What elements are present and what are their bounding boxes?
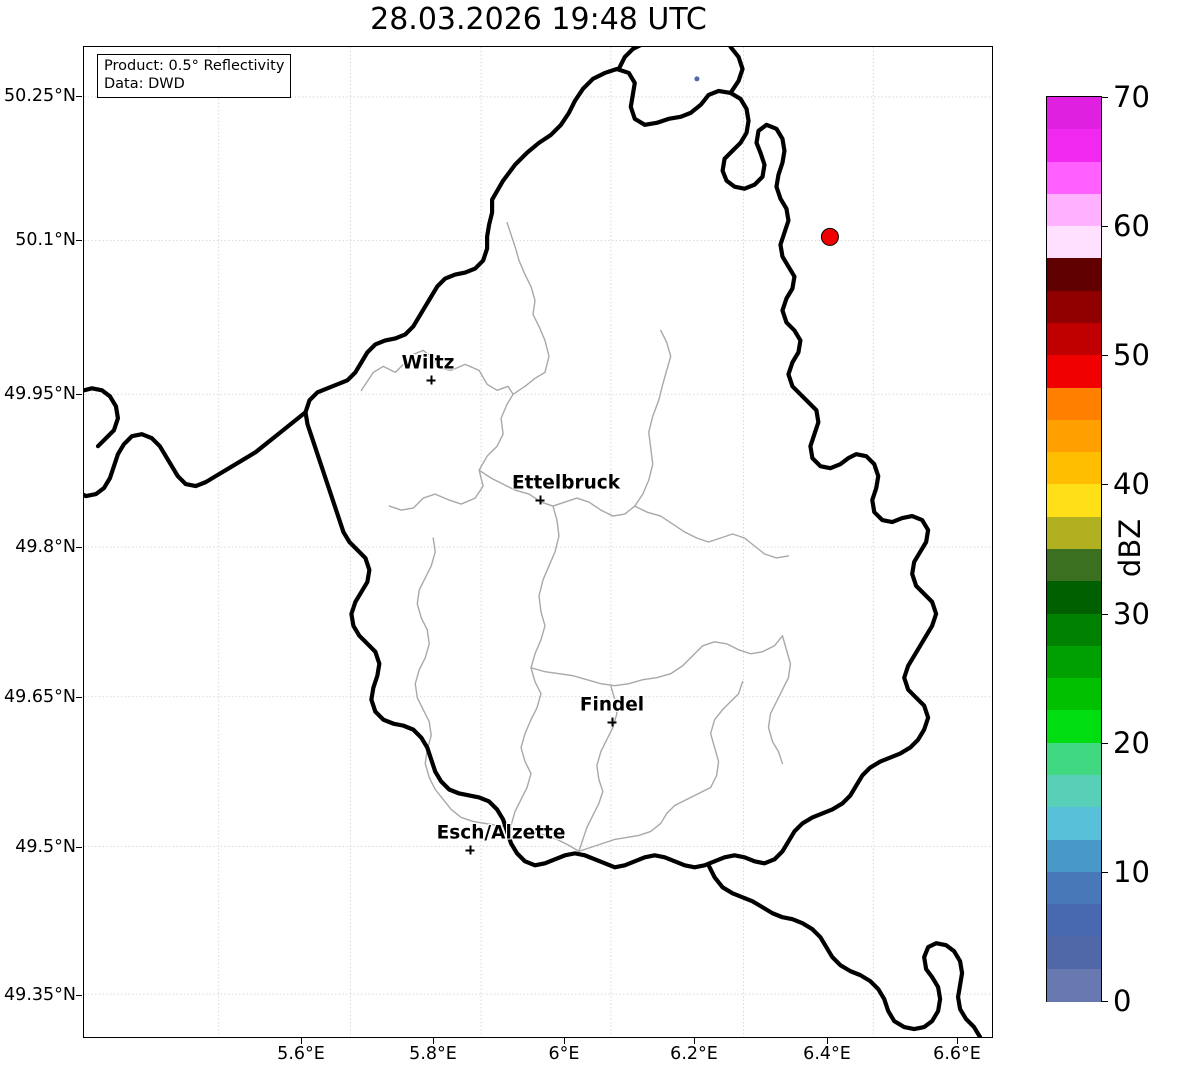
y-axis-tick-label: 49.95°N xyxy=(4,384,76,404)
x-axis-tick-mark xyxy=(433,1038,434,1044)
colorbar-segment xyxy=(1047,549,1101,582)
colorbar-tick-label: 40 xyxy=(1113,467,1150,502)
colorbar-segment xyxy=(1047,226,1101,260)
colorbar-axis-label: dBZ xyxy=(1113,518,1147,578)
x-axis-tick-label: 5.8°E xyxy=(409,1044,457,1064)
colorbar-tick-label: 0 xyxy=(1113,984,1132,1018)
x-axis-tick-label: 6.2°E xyxy=(670,1044,718,1064)
city-label: Esch/Alzette xyxy=(436,822,566,844)
city-marker xyxy=(426,375,436,385)
y-axis-tick-label: 49.65°N xyxy=(4,687,76,707)
district-boundaries xyxy=(360,221,792,853)
x-axis-tick-mark xyxy=(301,1038,302,1044)
map-plot-area[interactable]: Product: 0.5° Reflectivity Data: DWD Wil… xyxy=(83,46,993,1038)
y-axis-tick-mark xyxy=(76,995,82,996)
colorbar-segment xyxy=(1047,968,1101,1002)
y-axis-tick-mark xyxy=(76,847,82,848)
colorbar-segment xyxy=(1047,193,1101,227)
gridlines xyxy=(84,47,992,1037)
colorbar-segment xyxy=(1047,452,1101,486)
colorbar-segment xyxy=(1047,161,1101,195)
colorbar-segment xyxy=(1047,936,1101,970)
colorbar-segment xyxy=(1047,97,1101,130)
colorbar-segment xyxy=(1047,775,1101,808)
colorbar-segment xyxy=(1047,355,1101,389)
colorbar-segment xyxy=(1047,742,1101,776)
colorbar-segment xyxy=(1047,581,1101,615)
colorbar-tick-label: 60 xyxy=(1113,209,1150,244)
x-axis-tick-label: 6.4°E xyxy=(803,1044,851,1064)
colorbar-tick-mark xyxy=(1101,742,1108,744)
colorbar-segment xyxy=(1047,484,1101,518)
x-axis-tick-label: 6°E xyxy=(548,1044,580,1064)
colorbar-segment xyxy=(1047,839,1101,873)
colorbar-segment xyxy=(1047,387,1101,421)
map-geometry xyxy=(84,47,992,1037)
colorbar-segment xyxy=(1047,323,1101,356)
colorbar-segment xyxy=(1047,129,1101,163)
y-axis-tick-label: 49.5°N xyxy=(15,837,76,857)
y-axis-tick-mark xyxy=(76,96,82,97)
city-label: Findel xyxy=(579,694,645,716)
city-label: Ettelbruck xyxy=(511,472,621,494)
y-axis-tick-label: 49.35°N xyxy=(4,985,76,1005)
y-axis-tick-mark xyxy=(76,697,82,698)
colorbar-segment xyxy=(1047,516,1101,550)
x-axis-tick-mark xyxy=(694,1038,695,1044)
colorbar-tick-mark xyxy=(1101,613,1108,615)
y-axis-tick-mark xyxy=(76,547,82,548)
colorbar-tick-label: 10 xyxy=(1113,854,1150,889)
colorbar-segment xyxy=(1047,290,1101,324)
y-axis-tick-label: 50.25°N xyxy=(4,86,76,106)
colorbar-segment xyxy=(1047,258,1101,292)
colorbar-tick-mark xyxy=(1101,871,1108,873)
product-line: Product: 0.5° Reflectivity xyxy=(104,58,285,74)
y-axis-tick-label: 50.1°N xyxy=(15,230,76,250)
colorbar-segment xyxy=(1047,871,1101,905)
data-source-line: Data: DWD xyxy=(104,75,185,92)
page-title: 28.03.2026 19:48 UTC xyxy=(370,2,707,37)
product-info-box: Product: 0.5° Reflectivity Data: DWD xyxy=(97,54,292,98)
x-axis-tick-label: 6.6°E xyxy=(933,1044,981,1064)
x-axis-tick-mark xyxy=(564,1038,565,1044)
colorbar-tick-label: 70 xyxy=(1113,80,1150,114)
colorbar[interactable]: 70 60 50 40 30 20 10 0 xyxy=(1046,80,1150,1018)
x-axis-tick-label: 5.6°E xyxy=(277,1044,325,1064)
y-axis-tick-mark xyxy=(76,394,82,395)
colorbar-segment xyxy=(1047,645,1101,679)
colorbar-segment xyxy=(1047,904,1101,938)
city-marker xyxy=(607,717,617,727)
radar-echo xyxy=(694,76,700,82)
colorbar-segment xyxy=(1047,419,1101,453)
colorbar-tick-mark xyxy=(1101,226,1108,228)
colorbar-tick-mark xyxy=(1101,97,1108,98)
colorbar-tick-label: 20 xyxy=(1113,725,1150,760)
colorbar-segment xyxy=(1047,807,1101,841)
colorbar-tick-mark xyxy=(1101,484,1108,486)
x-axis-tick-mark xyxy=(827,1038,828,1044)
colorbar-tick-label: 50 xyxy=(1113,338,1150,373)
y-axis-tick-mark xyxy=(76,240,82,241)
city-label: Wiltz xyxy=(401,352,455,374)
x-axis-tick-mark xyxy=(957,1038,958,1044)
colorbar-segment xyxy=(1047,613,1101,647)
colorbar-tick-label: 30 xyxy=(1113,596,1150,631)
colorbar-segment xyxy=(1047,678,1101,712)
city-marker xyxy=(465,845,475,855)
colorbar-segment xyxy=(1047,710,1101,744)
y-axis-tick-label: 49.8°N xyxy=(15,537,76,557)
national-borders xyxy=(84,47,983,1037)
radar-echo xyxy=(820,227,840,247)
city-marker xyxy=(535,495,545,505)
colorbar-tick-mark xyxy=(1101,355,1108,357)
colorbar-tick-mark xyxy=(1101,1001,1108,1002)
